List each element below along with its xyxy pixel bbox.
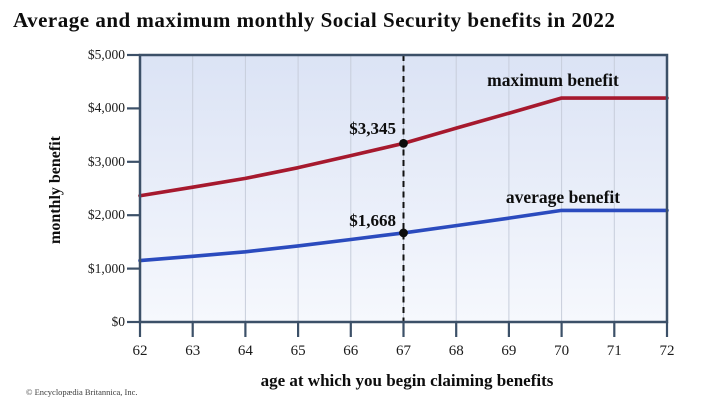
y-tick-label-0: $0 [111, 314, 126, 329]
x-tick-label-65: 65 [290, 343, 306, 359]
x-tick-label-67: 67 [396, 343, 411, 359]
x-tick-label-69: 69 [501, 343, 517, 359]
maximum-benefit-label: maximum benefit [487, 70, 619, 90]
data-point-dot-1668 [399, 228, 408, 238]
data-point-dot-3345 [399, 138, 408, 148]
x-tick-label-62: 62 [132, 343, 148, 359]
chart-title: Average and maximum monthly Social Secur… [13, 8, 616, 32]
y-tick-label-5000: $5,000 [87, 47, 125, 62]
x-tick-label-68: 68 [448, 343, 464, 359]
x-tick-label-71: 71 [606, 343, 622, 359]
average-benefit-value-annotation: $1,668 [349, 211, 396, 230]
x-axis-title: age at which you begin claiming benefits [260, 371, 554, 390]
benefits-line-chart [127, 53, 669, 337]
y-tick-label-4000: $4,000 [87, 100, 125, 116]
average-benefit-label: average benefit [505, 187, 621, 207]
x-tick-label-63: 63 [185, 343, 201, 359]
y-axis-title: monthly benefit [47, 136, 64, 244]
x-tick-label-66: 66 [343, 343, 359, 359]
maximum-benefit-value-annotation: $3,345 [349, 119, 396, 138]
y-tick-label-2000: $2,000 [87, 207, 125, 223]
x-tick-label-64: 64 [237, 343, 253, 359]
y-tick-label-3000: $3,000 [87, 153, 125, 169]
copyright-notice: © Encyclopædia Britannica, Inc. [26, 387, 138, 397]
x-tick-label-70: 70 [554, 343, 570, 359]
x-tick-label-72: 72 [659, 343, 675, 359]
y-tick-label-1000: $1,000 [87, 260, 125, 276]
